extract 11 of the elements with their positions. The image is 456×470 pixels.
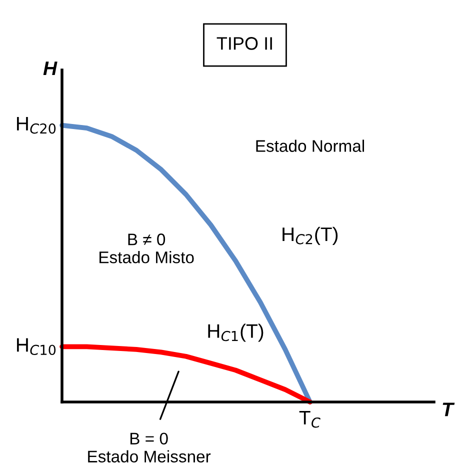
- chart-title: TIPO II: [216, 37, 272, 50]
- text: H$_{C20}$: [17, 116, 56, 134]
- annotation: H$_{C2}$(T): [282, 226, 338, 245]
- annotation: H$_{C1}$(T): [208, 324, 264, 342]
- annotation: B ≠ 0 Estado Misto: [100, 234, 194, 264]
- text: B = 0 Estado Meissner: [88, 432, 211, 462]
- annotation: Estado Normal: [256, 140, 364, 152]
- text: H$_{C10}$: [17, 338, 56, 356]
- text: T: [442, 402, 455, 416]
- text: T$_{C}$: [299, 410, 320, 428]
- y-axis-title: H: [43, 62, 58, 76]
